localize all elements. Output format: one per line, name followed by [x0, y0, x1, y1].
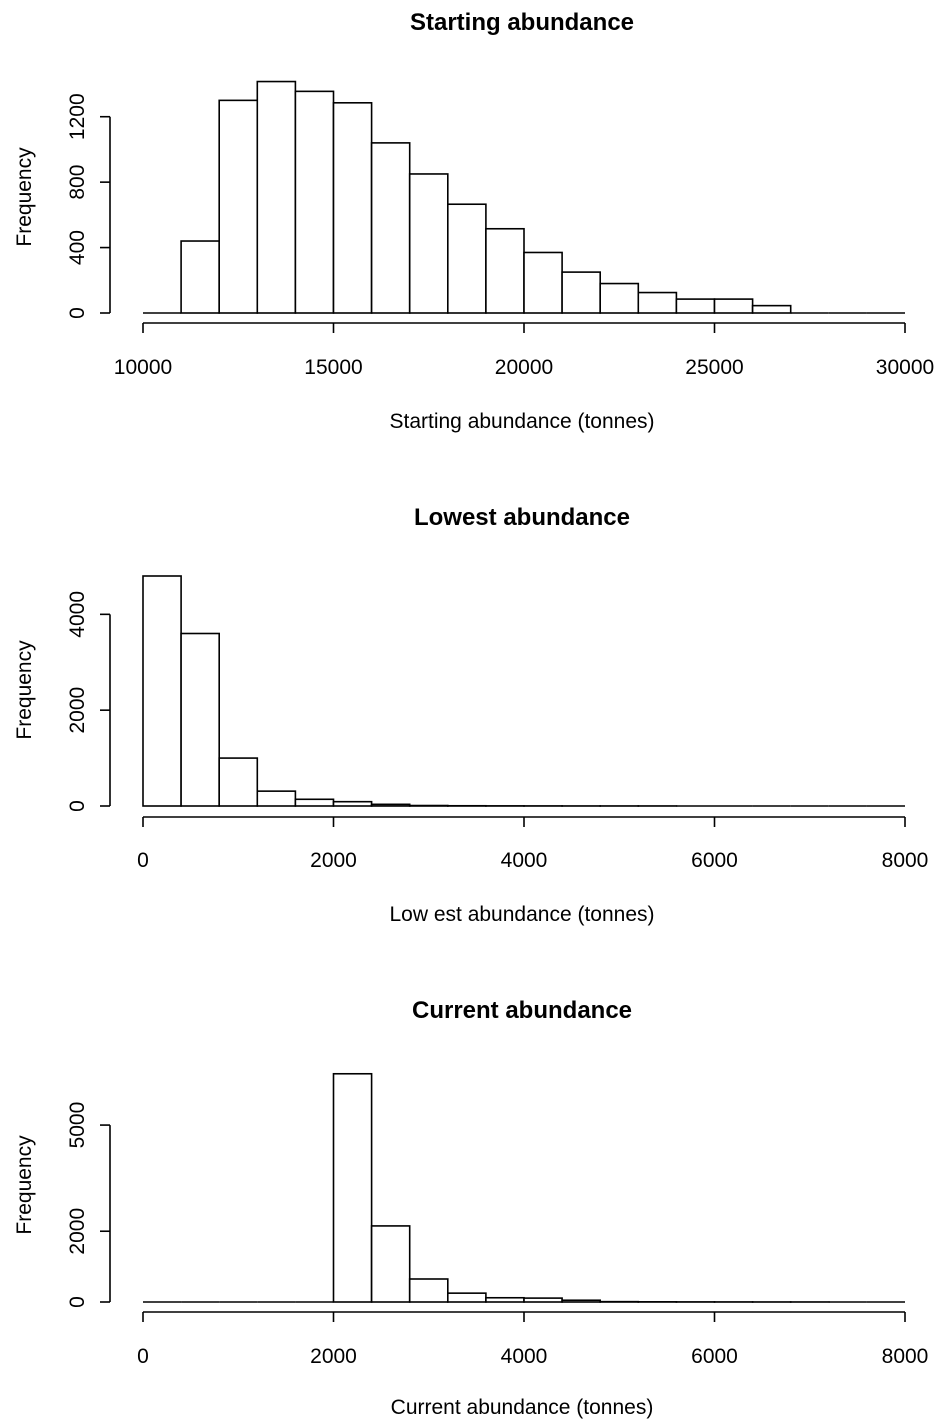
x-tick-label: 15000 [304, 356, 362, 379]
y-tick-label: 1200 [66, 93, 89, 140]
chart-title: Lowest abundance [414, 504, 630, 531]
x-axis-label: Starting abundance (tonnes) [389, 410, 654, 433]
histogram-bar [370, 803, 411, 807]
x-tick-label: 30000 [876, 356, 934, 379]
histogram-bar [523, 251, 563, 314]
y-axis-label: Frequency [13, 1135, 36, 1235]
histogram-bar [332, 800, 373, 807]
panel-lowest-abundance: Lowest abundance Frequency Low est abund… [13, 504, 928, 926]
x-tick-label: 8000 [882, 1345, 929, 1368]
x-tick-label: 25000 [685, 356, 743, 379]
histogram-bar [142, 575, 182, 807]
x-tick-label: 6000 [691, 849, 738, 872]
bars [143, 80, 905, 314]
x-tick-label: 6000 [691, 1345, 738, 1368]
histogram-bar [332, 1072, 373, 1303]
x-axis: 0 2000 4000 6000 8000 [137, 1311, 929, 1368]
y-tick-label: 0 [66, 1296, 89, 1308]
histogram-bar [370, 142, 411, 314]
x-axis: 0 2000 4000 6000 8000 [137, 816, 929, 872]
histogram-bar [180, 632, 221, 807]
x-axis: 10000 15000 20000 25000 30000 [114, 322, 934, 379]
histogram-bar [713, 298, 754, 314]
y-tick-label: 400 [66, 230, 89, 265]
histogram-bar [370, 1225, 411, 1303]
histogram-bar [256, 790, 297, 807]
y-tick-label: 0 [66, 307, 89, 319]
histogram-bar [751, 304, 792, 314]
y-tick-label: 2000 [66, 687, 89, 734]
y-axis: 0 2000 4000 [66, 591, 111, 812]
histogram-bar [218, 757, 259, 807]
histogram-bar [446, 203, 487, 314]
histogram-bar [561, 1299, 601, 1303]
y-axis-label: Frequency [13, 640, 36, 740]
histogram-bar [675, 298, 716, 314]
chart-title: Starting abundance [410, 9, 634, 36]
histogram-bar [332, 102, 373, 314]
histogram-bar [408, 1278, 449, 1303]
bars [143, 1072, 905, 1303]
x-tick-label: 10000 [114, 356, 172, 379]
y-axis-label: Frequency [13, 147, 36, 247]
y-tick-label: 5000 [66, 1102, 89, 1149]
x-tick-label: 0 [137, 1345, 149, 1368]
histogram-bar [599, 282, 640, 314]
x-tick-label: 2000 [310, 1345, 357, 1368]
y-tick-label: 800 [66, 165, 89, 200]
y-tick-label: 0 [66, 800, 89, 812]
x-tick-label: 4000 [501, 1345, 548, 1368]
histogram-bar [294, 90, 335, 314]
x-tick-label: 0 [137, 849, 149, 872]
histogram-bar [180, 240, 221, 314]
histogram-bar [485, 227, 525, 314]
x-tick-label: 4000 [501, 849, 548, 872]
histogram-bar [446, 1292, 487, 1303]
y-tick-label: 2000 [66, 1208, 89, 1255]
histogram-bar [294, 798, 335, 807]
panel-current-abundance: Current abundance Frequency Current abun… [13, 997, 928, 1419]
histogram-bar [218, 99, 259, 314]
histogram-bar [485, 1296, 525, 1303]
x-axis-label: Low est abundance (tonnes) [389, 903, 654, 926]
x-tick-label: 2000 [310, 849, 357, 872]
bars [142, 575, 905, 807]
histogram-bar [408, 173, 449, 314]
chart-title: Current abundance [412, 997, 632, 1024]
y-tick-label: 4000 [66, 591, 89, 638]
x-tick-label: 20000 [495, 356, 553, 379]
x-tick-label: 8000 [882, 849, 929, 872]
x-axis-label: Current abundance (tonnes) [391, 1396, 654, 1419]
histogram-bar [256, 80, 297, 314]
panel-starting-abundance: Starting abundance Frequency Starting ab… [13, 9, 934, 433]
histogram-bar [561, 271, 601, 314]
y-axis: 0 2000 5000 [66, 1102, 111, 1308]
histogram-bar [523, 1297, 563, 1303]
histogram-bar [637, 291, 678, 314]
y-axis: 0 400 800 1200 [66, 93, 111, 319]
